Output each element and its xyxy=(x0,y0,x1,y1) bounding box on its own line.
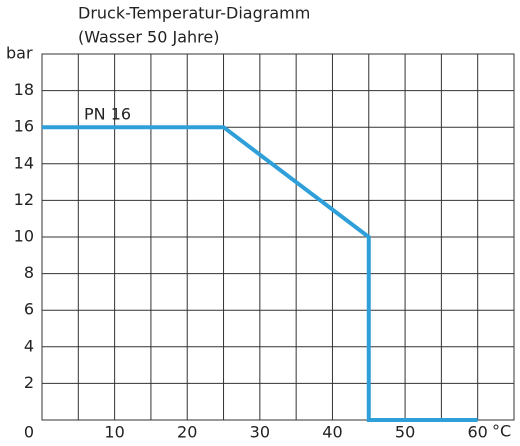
y-tick-label: 16 xyxy=(14,117,34,136)
y-tick-label: 10 xyxy=(14,227,34,246)
y-tick-label: 12 xyxy=(14,190,34,209)
data-line xyxy=(42,125,478,422)
y-tick-label: 18 xyxy=(14,80,34,99)
x-tick-label: 30 xyxy=(250,423,270,442)
y-tick-label: 0 xyxy=(24,423,34,442)
y-tick-label: 6 xyxy=(24,300,34,319)
chart-subtitle: (Wasser 50 Jahre) xyxy=(78,28,219,47)
chart-title: Druck-Temperatur-Diagramm xyxy=(78,4,310,23)
x-tick-label: 60 xyxy=(468,423,488,442)
y-tick-label: 4 xyxy=(24,336,34,355)
x-tick-label: 20 xyxy=(177,423,197,442)
y-axis-label: bar xyxy=(6,44,33,63)
y-tick-label: 8 xyxy=(24,263,34,282)
x-tick-label: 50 xyxy=(395,423,415,442)
x-axis-label: °C xyxy=(492,422,511,441)
y-tick-label: 14 xyxy=(14,153,34,172)
x-tick-label: 10 xyxy=(104,423,124,442)
y-tick-label: 2 xyxy=(24,373,34,392)
x-tick-label: 40 xyxy=(322,423,342,442)
series-label: PN 16 xyxy=(84,105,131,124)
